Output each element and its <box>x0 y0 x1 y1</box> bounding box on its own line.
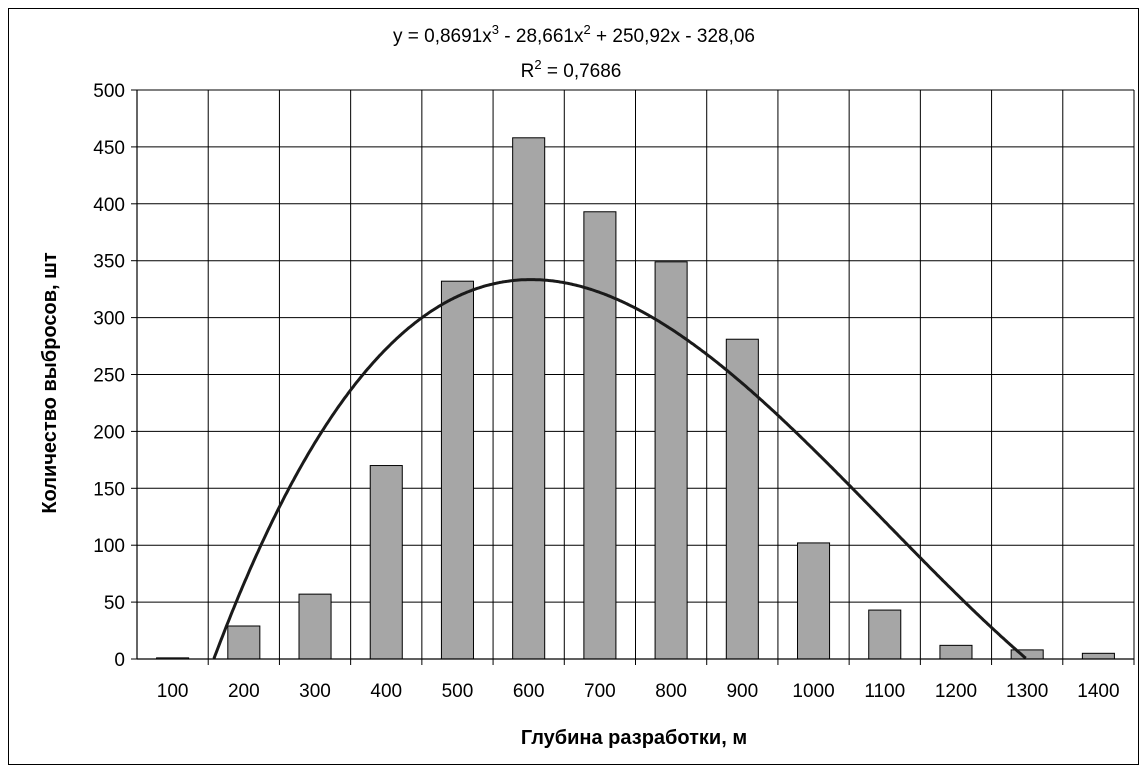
x-tick-label: 400 <box>370 681 402 702</box>
x-tick-label: 500 <box>442 681 474 702</box>
x-tick-label: 1000 <box>792 681 834 702</box>
gridlines <box>137 89 1135 659</box>
bar <box>939 644 973 660</box>
x-axis-title: Глубина разработки, м <box>521 727 747 749</box>
bar <box>440 280 474 660</box>
x-tick-label: 800 <box>655 681 687 702</box>
trendline-curve <box>212 278 1027 660</box>
trendline <box>212 278 1027 660</box>
x-tick-label: 1200 <box>935 681 977 702</box>
x-tick-label: 1100 <box>864 681 905 702</box>
bar <box>227 625 261 660</box>
bars <box>156 137 1115 660</box>
bar <box>725 338 759 660</box>
y-tick-label: 50 <box>104 593 125 614</box>
x-tick-label: 600 <box>513 681 545 702</box>
x-tick-label: 100 <box>157 681 189 702</box>
y-axis-title: Количество выбросов, шт <box>39 252 61 513</box>
y-tick-label: 350 <box>93 252 125 273</box>
y-tick-label: 450 <box>93 138 125 159</box>
x-tick-label: 1300 <box>1006 681 1048 702</box>
y-tick-label: 0 <box>114 650 125 671</box>
y-tick-label: 100 <box>93 536 125 557</box>
r-squared-label: R2 = 0,7686 <box>521 57 622 82</box>
x-tick-label: 900 <box>726 681 758 702</box>
y-tick-label: 250 <box>93 366 125 387</box>
bar <box>1081 652 1115 660</box>
bar <box>868 609 902 660</box>
y-tick-label: 300 <box>93 309 125 330</box>
x-tick-label: 200 <box>228 681 260 702</box>
y-tick-label: 200 <box>93 422 125 443</box>
tick-labels: 0 50 100 150 200 250 300 350 400 450 500 100 200 300 4… <box>93 81 1119 702</box>
y-tick-label: 150 <box>93 479 125 500</box>
x-tick-label: 1400 <box>1077 681 1119 702</box>
x-tick-label: 300 <box>299 681 331 702</box>
bar <box>797 542 831 660</box>
bar-chart: 0 50 100 150 200 250 300 350 400 450 500 100 200 300 4… <box>39 22 1135 749</box>
chart-frame: 0 50 100 150 200 250 300 350 400 450 500 100 200 300 4… <box>8 8 1139 765</box>
bar <box>369 465 403 660</box>
bar <box>583 211 617 660</box>
y-tick-label: 500 <box>93 81 125 102</box>
y-tick-label: 400 <box>93 195 125 216</box>
bar <box>512 137 546 660</box>
trendline-equation: y = 0,8691x3 - 28,661x2 + 250,92x - 328,… <box>393 22 755 47</box>
axes <box>131 89 1135 665</box>
bar <box>298 593 332 660</box>
x-tick-label: 700 <box>584 681 616 702</box>
